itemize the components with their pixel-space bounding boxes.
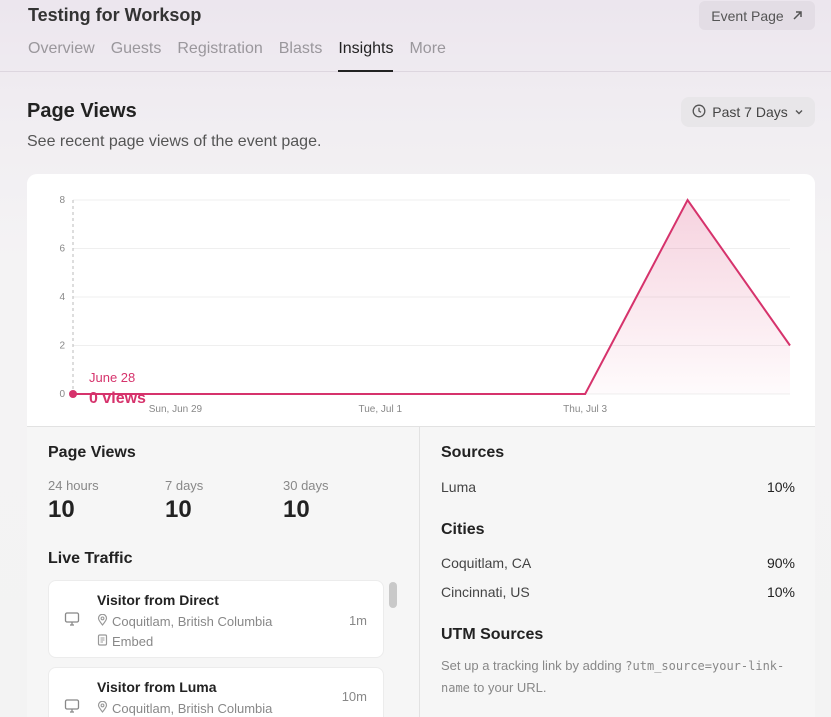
visitor-location-text: Coquitlam, British Columbia [112, 614, 273, 629]
utm-text-after: to your URL. [473, 680, 547, 695]
live-traffic-title: Live Traffic [48, 550, 133, 567]
map-pin-icon [97, 613, 108, 629]
chart-svg: 0 2 4 6 8 Sun, Jun 29 Tue, Jul 1 Thu, Jul 3 Jun… [59, 195, 791, 415]
visitor-location: Coquitlam, British Columbia [97, 613, 273, 629]
tab-blasts[interactable]: Blasts [278, 40, 323, 57]
visitor-via-text: Embed [112, 634, 154, 649]
y-tick-label: 8 [59, 195, 65, 206]
visitor-location: Coquitlam, British Columbia [97, 700, 273, 716]
y-tick-label: 4 [59, 292, 65, 303]
visitor-time: 10m [341, 689, 367, 704]
y-tick-label: 0 [59, 389, 65, 400]
utm-title: UTM Sources [441, 626, 544, 643]
tab-insights[interactable]: Insights [338, 40, 394, 72]
visitor-name: Visitor from Luma [97, 679, 217, 695]
clock-icon [692, 104, 706, 121]
source-row: Luma 10% [441, 479, 795, 495]
tab-guests[interactable]: Guests [110, 40, 162, 57]
cities-title: Cities [441, 521, 485, 538]
date-range-dropdown[interactable]: Past 7 Days [681, 97, 815, 127]
document-icon [97, 634, 108, 649]
sources-title: Sources [441, 444, 505, 461]
stat-value-24h: 10 [48, 496, 75, 523]
visitor-location-text: Coquitlam, British Columbia [112, 701, 273, 716]
stat-label-30d: 30 days [283, 478, 329, 493]
visitor-time: 1m [348, 613, 367, 628]
stat-label-24h: 24 hours [48, 478, 99, 493]
chart-tooltip-date: June 28 [89, 370, 135, 385]
date-range-label: Past 7 Days [712, 104, 788, 120]
city-pct: 10% [766, 584, 795, 600]
x-tick-label: Tue, Jul 1 [359, 404, 403, 415]
stat-value-7d: 10 [165, 496, 192, 523]
city-row: Coquitlam, CA 90% [441, 555, 795, 571]
insights-details: Page Views 24 hours 10 7 days 10 30 days… [27, 426, 815, 717]
chart-hover-point[interactable] [69, 390, 77, 398]
city-row: Cincinnati, US 10% [441, 584, 795, 600]
utm-text-before: Set up a tracking link by adding [441, 658, 622, 673]
visitor-via: Embed [97, 634, 153, 649]
monitor-icon [64, 698, 80, 717]
tab-bar: Overview Guests Registration Blasts Insi… [28, 40, 446, 72]
traffic-column: Page Views 24 hours 10 7 days 10 30 days… [27, 427, 420, 717]
x-tick-label: Sun, Jun 29 [149, 404, 203, 415]
city-name: Cincinnati, US [441, 584, 530, 600]
source-name: Luma [441, 479, 477, 495]
chart-series-line [73, 198, 791, 395]
page-views-title: Page Views [27, 100, 137, 122]
tab-registration[interactable]: Registration [177, 40, 263, 57]
event-page-button[interactable]: Event Page [699, 1, 815, 30]
chart-tooltip-value: 0 views [89, 390, 146, 407]
city-pct: 90% [766, 555, 795, 571]
stats-title: Page Views [48, 444, 136, 461]
stat-label-7d: 7 days [165, 478, 204, 493]
chart-area-fill [73, 200, 790, 394]
stat-value-30d: 10 [283, 496, 310, 523]
utm-instructions: Set up a tracking link by adding ?utm_so… [441, 655, 791, 699]
page-views-chart: 0 2 4 6 8 Sun, Jun 29 Tue, Jul 1 Thu, Jul 3 Jun… [27, 174, 815, 426]
chevron-down-icon [794, 104, 804, 120]
monitor-icon [64, 611, 80, 632]
source-pct: 10% [766, 479, 795, 495]
visitor-name: Visitor from Direct [97, 592, 219, 608]
y-tick-label: 2 [59, 341, 65, 352]
event-page-label: Event Page [711, 7, 784, 24]
city-name: Coquitlam, CA [441, 555, 532, 571]
breakdown-column: Sources Luma 10% Cities Coquitlam, CA 90… [421, 427, 815, 717]
tab-more[interactable]: More [409, 40, 446, 57]
event-title: Testing for Worksop [28, 5, 202, 25]
live-traffic-scrollbar[interactable] [389, 582, 397, 608]
page-views-subtitle: See recent page views of the event page. [27, 133, 322, 150]
visitor-card[interactable]: Visitor from Direct Coquitlam, British C… [48, 580, 384, 658]
visitor-card[interactable]: Visitor from Luma Coquitlam, British Col… [48, 667, 384, 717]
arrow-up-right-icon [792, 8, 803, 24]
tab-overview[interactable]: Overview [28, 40, 95, 57]
x-tick-label: Thu, Jul 3 [563, 404, 607, 415]
event-header: Testing for Worksop Event Page Overview … [0, 0, 831, 72]
utm-code: ?utm_source=your-link-name [441, 659, 785, 695]
map-pin-icon [97, 700, 108, 716]
insights-card: 0 2 4 6 8 Sun, Jun 29 Tue, Jul 1 Thu, Jul 3 Jun… [27, 174, 815, 717]
y-tick-label: 6 [59, 244, 65, 255]
